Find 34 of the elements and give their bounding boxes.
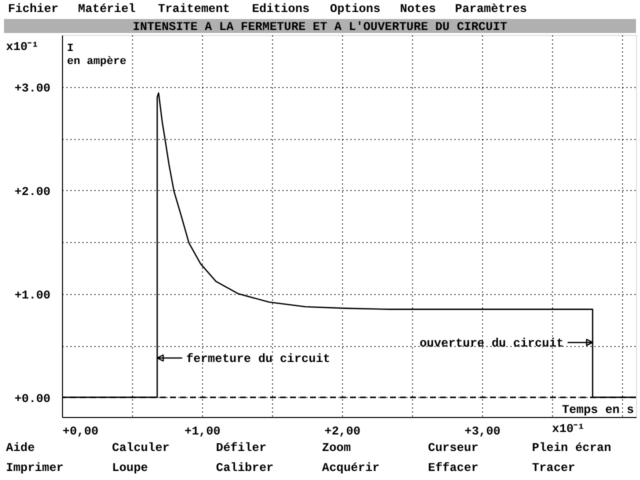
y-axis-title: I en ampère [67, 43, 127, 68]
text: Editions [252, 2, 310, 16]
text: Effacer [428, 461, 478, 475]
chart-title: INTENSITE A LA FERMETURE ET A L'OUVERTURE DU CIRCUIT [132, 20, 508, 34]
text: Calibrer [216, 461, 274, 475]
text: Fichier [8, 2, 58, 16]
text: Notes [400, 2, 436, 16]
x-tick-label: +0,00 [62, 424, 99, 438]
x-tick-label: +3,00 [464, 424, 501, 438]
y-tick-label: +2.00 [14, 184, 50, 199]
text: Matériel [78, 2, 136, 16]
text: Calculer [112, 441, 170, 455]
x-axis-title: Temps en s [562, 403, 634, 417]
text: Défiler [216, 441, 266, 455]
text: Aide [6, 441, 35, 455]
y-tick-label: +3.00 [14, 81, 50, 96]
text: Imprimer [6, 461, 64, 475]
y-tick-label: +1.00 [14, 288, 50, 302]
text: x10⁻¹ [6, 40, 39, 54]
text: x10⁻¹ [552, 422, 585, 436]
annotation: fermeture du circuit [186, 352, 330, 366]
text: Options [330, 2, 380, 16]
y-tick-label: +0.00 [14, 392, 50, 406]
text: Tracer [532, 461, 576, 475]
text: Zoom [322, 441, 351, 455]
x-tick-label: +1,00 [184, 424, 221, 438]
text: Paramètres [455, 2, 528, 16]
annotation: ouverture du circuit [420, 336, 564, 350]
text: Traitement [158, 2, 230, 16]
text: Acquérir [322, 461, 380, 475]
text: Plein écran [532, 441, 612, 455]
text: Loupe [112, 461, 148, 475]
x-tick-label: +2,00 [324, 424, 361, 438]
text: Curseur [428, 441, 478, 455]
